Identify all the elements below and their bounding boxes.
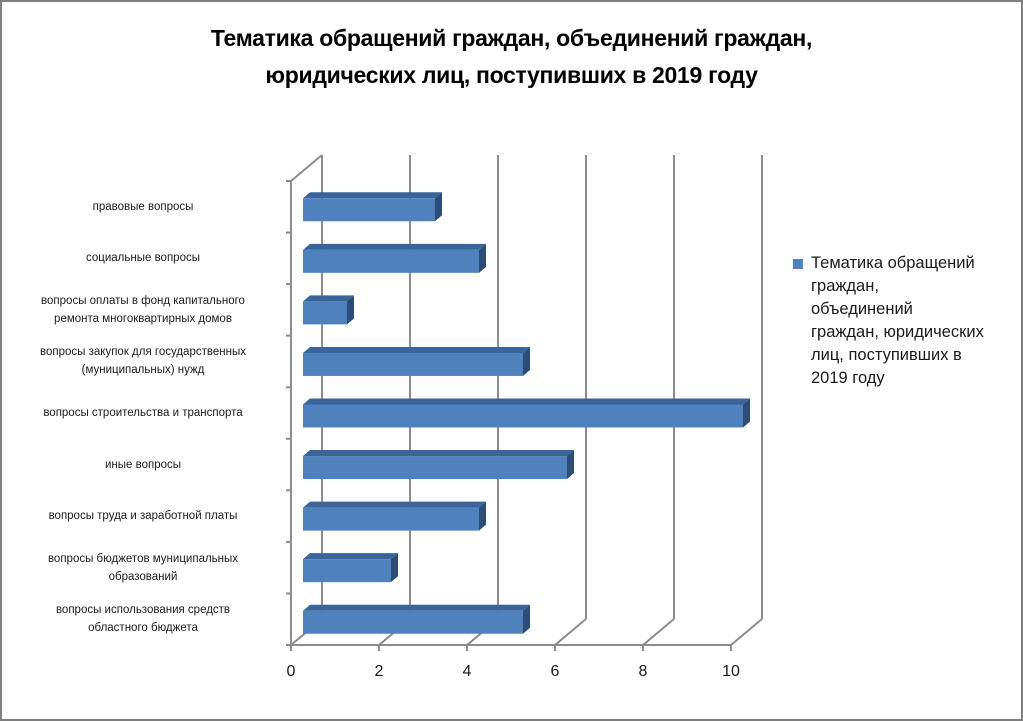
category-label-line: (муниципальных) нужд [81,364,205,377]
legend-line: Тематика обращений [811,254,975,272]
bar [303,559,391,583]
bar [303,301,347,325]
value-axis-tick-label: 4 [462,663,472,680]
value-axis-tick-label: 2 [374,663,384,680]
category-label-line: образований [108,570,178,583]
value-axis-tick-label: 8 [638,663,648,680]
bar-top-face [303,398,750,405]
bar [303,456,567,480]
floor-gridline [730,618,763,646]
category-label-text: вопросы труда и заработной платы [8,507,278,525]
wall-top-edge [290,154,323,182]
bar-top-face [303,243,486,250]
category-label-line: областного бюджета [88,622,198,635]
bar-top-face [303,192,442,199]
bar-side-face [391,553,398,583]
category-label-text: правовые вопросы [8,198,278,216]
bar-top-face [303,604,530,611]
legend-line: 2019 году [811,369,885,387]
legend-line: объединений [811,300,913,318]
chart-title: Тематика обращений граждан, объединений … [0,20,1023,94]
category-label-line: вопросы закупок для государственных [40,346,246,359]
legend-line: граждан, [811,277,879,295]
bar [303,507,479,531]
category-label-text: вопросы закупок для государственных (муни… [8,343,278,379]
bar [303,610,523,634]
chart-title-line-1: Тематика обращений граждан, объединений … [210,25,813,51]
category-label-line: вопросы оплаты в фонд капитального [41,294,245,307]
bar [303,198,435,222]
category-label-line: вопросы труда и заработной платы [48,510,238,523]
category-label-line: вопросы использования средств [55,604,231,617]
category-label-text: вопросы оплаты в фонд капитального ремонт… [8,292,278,328]
bar-top-face [303,501,486,508]
value-axis-tick-label: 6 [550,663,560,680]
floor-gridline [554,618,587,646]
category-label-text: социальные вопросы [8,249,278,267]
floor-gridline [642,618,675,646]
category-label-text: вопросы бюджетов муниципальных образовани… [8,550,278,586]
bar-top-face [303,346,530,353]
bar-top-face [303,295,354,302]
category-label-line: ремонта многоквартирных домов [54,312,232,325]
category-label-line: правовые вопросы [92,200,194,213]
value-axis-tick-label: 10 [722,663,740,680]
category-label-line: вопросы строительства и транспорта [43,407,243,419]
value-axis-tick-label: 0 [286,663,296,680]
bar-side-face [523,346,530,376]
category-label-text: вопросы строительства и транспорта [8,404,278,422]
legend-line: лиц, поступивших в [811,346,962,364]
bar-side-face [479,243,486,273]
bar-side-face [523,604,530,634]
legend-entry-label: Тематика обращений граждан, объединений … [811,252,1021,390]
category-label-line: социальные вопросы [85,252,200,265]
bar-side-face [479,501,486,531]
bar-top-face [303,553,398,560]
bar-side-face [743,398,750,428]
bar-side-face [567,450,574,480]
bar-top-face [303,450,574,457]
bar-side-face [347,295,354,325]
chart-title-line-2: юридических лиц, поступивших в 2019 году [265,62,758,88]
category-label-line: вопросы бюджетов муниципальных [47,552,239,565]
category-label-text: иные вопросы [8,456,278,474]
bar [303,352,523,376]
bar-side-face [435,192,442,222]
category-label-text: вопросы использования средств областного … [8,601,278,637]
legend-line: граждан, юридических [811,323,984,341]
bar [303,404,743,428]
category-label-line: иные вопросы [104,458,182,471]
bar [303,249,479,273]
legend-swatch-icon [793,259,803,269]
